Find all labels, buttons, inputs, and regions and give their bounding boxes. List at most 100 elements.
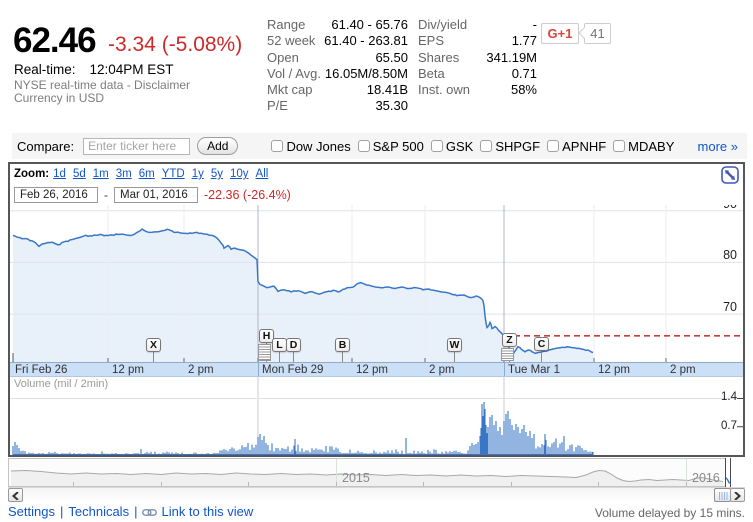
zoom-1y[interactable]: 1y bbox=[191, 168, 204, 180]
zoom-1m[interactable]: 1m bbox=[92, 168, 109, 180]
checkbox-icon[interactable] bbox=[271, 140, 284, 152]
news-flag-c[interactable]: C bbox=[534, 337, 549, 351]
chart-scrollbar[interactable] bbox=[8, 487, 745, 502]
compare-option-apnhf[interactable]: APNHF bbox=[547, 139, 606, 154]
news-flag-w[interactable]: W bbox=[447, 338, 462, 352]
checkbox-label: GSK bbox=[445, 138, 474, 154]
timeline-year-line bbox=[336, 459, 337, 486]
timeline-overview[interactable]: 2015 2016 bbox=[8, 458, 731, 487]
currency-note: Currency in USD bbox=[14, 91, 105, 105]
exchange-disclaimer[interactable]: NYSE real-time data - Disclaimer bbox=[14, 78, 191, 92]
stat-label: Inst. own bbox=[418, 82, 471, 98]
stat-row-eps: EPS 1.77 bbox=[418, 33, 537, 49]
date-to-input[interactable]: Mar 01, 2016 bbox=[114, 187, 198, 203]
checkbox-icon[interactable] bbox=[613, 140, 626, 152]
footer-links: Settings | Technicals | Link to this view bbox=[8, 504, 253, 519]
zoom-3m[interactable]: 3m bbox=[115, 168, 132, 180]
timeline-quarter-tick bbox=[161, 482, 162, 486]
footer-separator: | bbox=[59, 504, 64, 519]
ticker-input[interactable] bbox=[83, 137, 191, 155]
news-flag-stem bbox=[153, 352, 154, 362]
stat-value: 341.19M bbox=[486, 49, 537, 65]
zoom-6m[interactable]: 6m bbox=[138, 168, 155, 180]
compare-option-mdaby[interactable]: MDABY bbox=[613, 139, 674, 154]
timeline-quarter-tick bbox=[598, 482, 599, 486]
stat-row-range: Range 61.40 - 65.76 bbox=[267, 17, 408, 33]
news-flag-z[interactable]: Z bbox=[502, 333, 517, 347]
compare-option-dow-jones[interactable]: Dow Jones bbox=[271, 138, 351, 154]
scroll-left-button[interactable] bbox=[8, 488, 23, 502]
stat-value: 35.30 bbox=[375, 98, 408, 114]
stat-value: 61.40 - 65.76 bbox=[331, 17, 408, 32]
timeline-quarter-tick bbox=[511, 482, 512, 486]
volume-delay-note: Volume delayed by 15 mins. bbox=[594, 506, 745, 520]
checkbox-icon[interactable] bbox=[430, 140, 443, 152]
volume-pane-label: Volume (mil / 2min) bbox=[14, 378, 109, 390]
price-axis-label-80: 80 bbox=[723, 248, 737, 263]
zoom-ytd[interactable]: YTD bbox=[161, 168, 185, 180]
timeline-area bbox=[11, 470, 723, 486]
technicals-link[interactable]: Technicals bbox=[68, 504, 130, 519]
timeline-quarter-tick bbox=[336, 482, 337, 486]
stat-label: Open bbox=[267, 49, 299, 65]
stat-row-open: Open 65.50 bbox=[267, 50, 408, 66]
stat-value: 18.41B bbox=[366, 82, 408, 98]
news-flag-d[interactable]: D bbox=[286, 338, 301, 352]
timeline-selection-window[interactable] bbox=[724, 458, 731, 487]
expand-chart-icon[interactable] bbox=[721, 166, 739, 184]
link-to-view-link[interactable]: Link to this view bbox=[161, 504, 254, 519]
zoom-label: Zoom: bbox=[14, 168, 50, 180]
google-plus-one-button[interactable]: G+1 bbox=[541, 23, 579, 44]
zoom-controls: Zoom: 1d 5d 1m 3m 6m YTD 1y 5y 10y All bbox=[14, 168, 275, 180]
stat-value: 65.50 bbox=[375, 49, 408, 65]
checkbox-icon[interactable] bbox=[357, 140, 370, 152]
stat-label: Mkt cap bbox=[267, 82, 313, 98]
scrollbar-grip bbox=[718, 492, 728, 500]
stat-label: 52 week bbox=[267, 33, 316, 49]
news-flag-stem bbox=[279, 352, 280, 362]
zoom-5y[interactable]: 5y bbox=[210, 168, 223, 180]
stat-row-mkt-cap: Mkt cap 18.41B bbox=[267, 82, 408, 98]
checkbox-label: Dow Jones bbox=[286, 138, 351, 154]
zoom-all[interactable]: All bbox=[255, 168, 269, 180]
price-axis-label-90: 90 bbox=[707, 205, 737, 211]
axis-label: Mon Feb 29 bbox=[262, 364, 324, 376]
axis-label: Tue Mar 1 bbox=[508, 364, 560, 376]
add-button[interactable]: Add bbox=[197, 137, 239, 155]
scrollbar-thumb[interactable] bbox=[714, 488, 731, 502]
checkbox-icon[interactable] bbox=[480, 140, 493, 152]
date-range-row: Feb 26, 2016 - Mar 01, 2016 -22.36 (-26.… bbox=[14, 186, 291, 204]
stat-label: Range bbox=[267, 17, 306, 32]
zoom-5d[interactable]: 5d bbox=[72, 168, 86, 180]
footer-separator2: | bbox=[134, 504, 138, 519]
axis-day-separator bbox=[258, 363, 259, 376]
timeline-window-price bbox=[724, 476, 731, 484]
checkbox-label: S&P 500 bbox=[372, 138, 424, 154]
news-flag-x[interactable]: X bbox=[146, 338, 161, 352]
zoom-1d[interactable]: 1d bbox=[53, 168, 66, 180]
scroll-right-button[interactable] bbox=[730, 488, 745, 502]
news-flag-stem bbox=[342, 352, 343, 362]
price-chart-svg bbox=[10, 205, 743, 362]
stat-row-p-e: P/E 35.30 bbox=[267, 98, 408, 114]
chart-frame: Zoom: 1d 5d 1m 3m 6m YTD 1y 5y 10y All Feb 26, 201… bbox=[8, 162, 745, 457]
settings-link[interactable]: Settings bbox=[8, 504, 55, 519]
checkbox-icon[interactable] bbox=[547, 140, 560, 152]
timeline-svg bbox=[10, 469, 724, 486]
news-flag-b[interactable]: B bbox=[335, 338, 350, 352]
news-flag-l[interactable]: L bbox=[272, 338, 287, 352]
more-link[interactable]: more » bbox=[697, 138, 738, 154]
compare-option-shpgf[interactable]: SHPGF bbox=[480, 139, 540, 154]
price-plot[interactable]: 90 80 70 X HLD B W Z C bbox=[10, 205, 743, 362]
realtime-label: Real-time: bbox=[14, 62, 76, 77]
news-flag-h[interactable]: H bbox=[259, 329, 274, 343]
stat-label: Beta bbox=[418, 65, 445, 81]
compare-option-s-p-500[interactable]: S&P 500 bbox=[357, 138, 424, 154]
chain-link-icon bbox=[142, 504, 158, 519]
checkbox-label: APNHF bbox=[562, 138, 607, 154]
stat-label: Vol / Avg. bbox=[267, 65, 321, 81]
date-from-input[interactable]: Feb 26, 2016 bbox=[14, 187, 98, 203]
zoom-10y[interactable]: 10y bbox=[230, 168, 249, 180]
compare-option-gsk[interactable]: GSK bbox=[430, 138, 474, 154]
